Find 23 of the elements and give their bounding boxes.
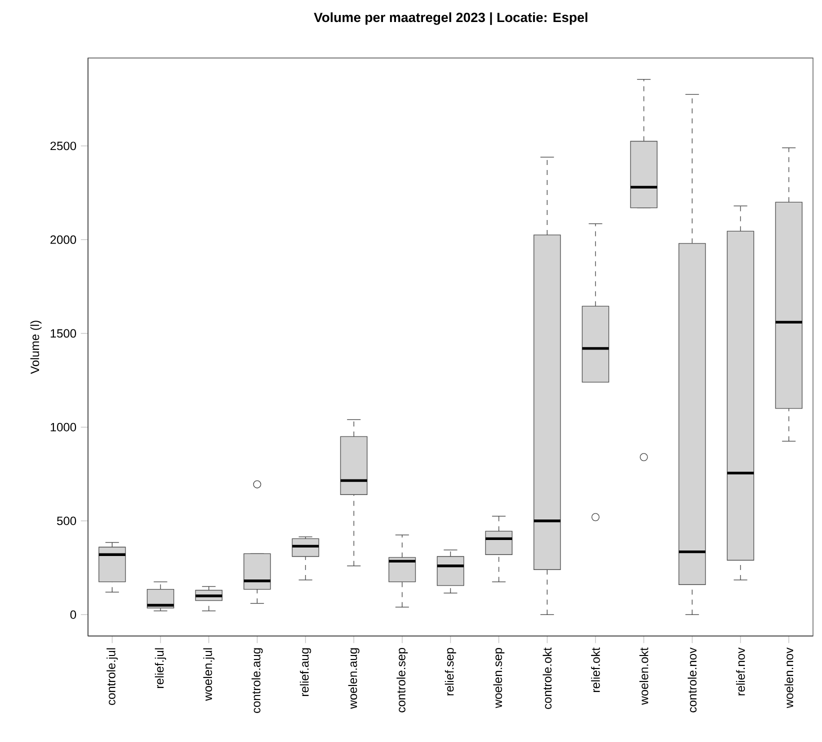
- x-tick-label: woelen.aug: [348, 648, 360, 709]
- x-tick-label: woelen.okt: [639, 648, 648, 705]
- x-tick-label: woelen.sep: [493, 648, 504, 708]
- y-axis-title: Volume (l): [30, 320, 42, 374]
- chart-title: Volume per maatregel 2023 | Locatie: Espel: [314, 12, 588, 25]
- x-tick-label: relief.aug: [300, 648, 312, 696]
- y-tick-label: 1000: [50, 422, 76, 432]
- x-tick-label: controle.okt: [542, 648, 552, 709]
- x-tick-label: controle.jul: [106, 648, 118, 705]
- x-tick-label: relief.nov: [736, 647, 745, 696]
- y-tick-label: 2500: [50, 142, 76, 150]
- x-tick-label: controle.sep: [396, 648, 408, 712]
- x-tick-label: relief.sep: [444, 648, 456, 696]
- y-tick-label: 1500: [50, 329, 76, 338]
- x-tick-label: woelen.nov: [784, 648, 794, 708]
- y-tick-label: 500: [57, 516, 76, 526]
- x-tick-label: relief.jul: [154, 648, 166, 688]
- x-tick-label: controle.nov: [688, 648, 697, 712]
- y-tick-label: 2000: [50, 235, 76, 244]
- x-tick-label: relief.okt: [591, 648, 600, 692]
- x-tick-label: controle.aug: [252, 648, 263, 713]
- x-tick-label: woelen.jul: [203, 648, 214, 701]
- y-tick-label: 0: [70, 610, 76, 619]
